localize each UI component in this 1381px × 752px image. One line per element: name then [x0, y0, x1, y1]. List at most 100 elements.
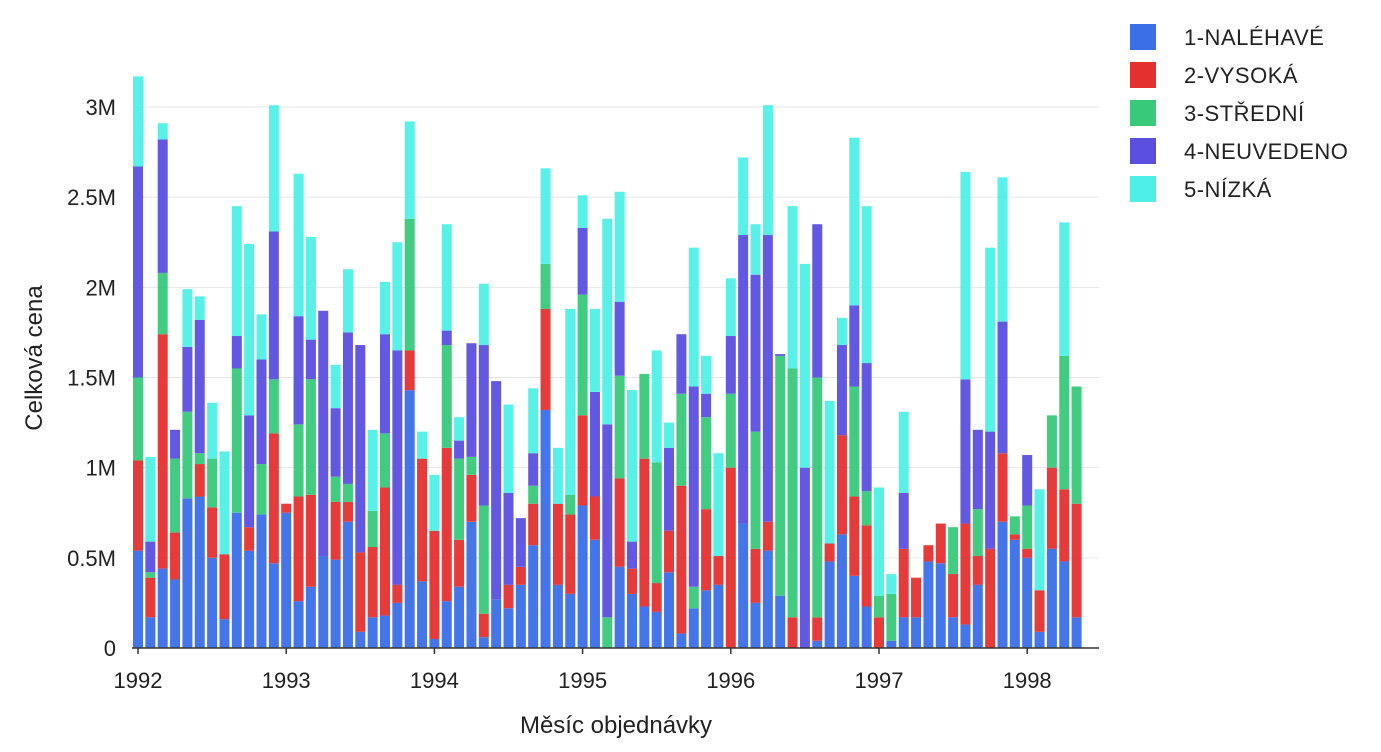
- bar-segment: [305, 339, 316, 380]
- bar-segment: [515, 518, 526, 567]
- bar-segment: [589, 391, 600, 497]
- bar-segment: [367, 617, 378, 648]
- bar-segment: [948, 617, 959, 648]
- bar-segment: [454, 417, 465, 441]
- bar-segment: [182, 289, 193, 347]
- bar-segment: [589, 539, 600, 648]
- bar-segment: [404, 350, 415, 391]
- bar-segment: [725, 393, 736, 468]
- bar-segment: [676, 334, 687, 394]
- bar-segment: [380, 433, 390, 488]
- bar-segment: [182, 346, 193, 412]
- bar-segment: [836, 317, 847, 346]
- bar-segment: [540, 263, 551, 309]
- bar-segment: [935, 563, 946, 648]
- bar-segment: [775, 355, 786, 596]
- bar-segment: [923, 545, 934, 562]
- bar-segment: [886, 574, 897, 594]
- legend-label: 2-VYSOKÁ: [1184, 63, 1298, 88]
- bar-segment: [170, 532, 181, 580]
- bar-segment: [157, 123, 168, 140]
- bar-segment: [972, 556, 983, 585]
- bar-segment: [960, 624, 971, 648]
- bars: [132, 76, 1099, 649]
- bar-segment: [812, 640, 823, 648]
- bar-segment: [787, 368, 798, 618]
- bar-segment: [602, 424, 613, 618]
- bar-segment: [688, 386, 699, 587]
- bar-segment: [874, 487, 884, 596]
- bar-segment: [157, 568, 168, 648]
- bar-segment: [787, 617, 798, 648]
- bar-segment: [367, 510, 378, 548]
- bar-segment: [997, 453, 1008, 522]
- bar-segment: [701, 393, 712, 418]
- legend-swatch: [1130, 176, 1156, 202]
- bar-segment: [664, 572, 675, 648]
- bar-segment: [330, 476, 341, 502]
- bar-segment: [182, 498, 193, 648]
- bar-segment: [330, 559, 341, 648]
- bar-segment: [589, 496, 600, 540]
- bar-segment: [552, 503, 563, 585]
- bar-segment: [824, 543, 835, 562]
- bar-segment: [1022, 557, 1033, 648]
- bar-segment: [651, 611, 662, 648]
- bar-segment: [836, 435, 847, 535]
- bar-segment: [281, 512, 292, 648]
- bar-segment: [540, 308, 551, 410]
- bar-segment: [231, 512, 242, 648]
- bar-segment: [528, 545, 539, 648]
- bar-segment: [738, 235, 749, 524]
- bar-segment: [293, 173, 304, 317]
- bar-segment: [145, 541, 156, 573]
- bar-segment: [738, 157, 749, 236]
- bar-segment: [478, 637, 489, 648]
- bar-segment: [750, 224, 761, 275]
- bar-segment: [392, 350, 403, 585]
- bar-segment: [750, 548, 761, 603]
- bar-segment: [133, 166, 143, 378]
- legend: 1-NALÉHAVÉ 2-VYSOKÁ 3-STŘEDNÍ 4-NEUVEDENO 5-…: [1130, 24, 1348, 202]
- bar-segment: [812, 377, 823, 618]
- bar-segment: [577, 415, 588, 506]
- bar-segment: [1009, 539, 1020, 648]
- bar-segment: [836, 345, 847, 436]
- bar-segment: [305, 494, 316, 587]
- bar-segment: [676, 393, 687, 486]
- bar-segment: [219, 619, 230, 648]
- legend-label: 3-STŘEDNÍ: [1184, 101, 1305, 126]
- bar-segment: [849, 575, 860, 648]
- bar-segment: [231, 206, 242, 337]
- bar-segment: [1059, 489, 1070, 562]
- bar-segment: [565, 494, 576, 515]
- bar-segment: [762, 105, 773, 236]
- bar-segment: [157, 139, 168, 273]
- bar-segment: [392, 584, 403, 603]
- bar-segment: [1034, 631, 1045, 648]
- bar-segment: [948, 527, 959, 575]
- bar-segment: [157, 334, 168, 569]
- legend-swatch: [1130, 100, 1156, 126]
- bar-segment: [664, 422, 675, 448]
- bar-segment: [355, 552, 366, 632]
- bar-segment: [886, 593, 897, 641]
- y-tick-label: 1M: [85, 456, 116, 481]
- bar-segment: [1046, 415, 1057, 468]
- bar-segment: [194, 496, 205, 648]
- bar-segment: [701, 590, 712, 648]
- bar-segment: [404, 121, 415, 219]
- bar-segment: [342, 332, 353, 484]
- bar-segment: [577, 294, 588, 416]
- x-tick-label: 1996: [706, 668, 755, 693]
- bar-segment: [688, 586, 699, 609]
- bar-segment: [429, 638, 440, 648]
- bar-segment: [701, 355, 712, 394]
- bar-segment: [861, 606, 872, 648]
- bar-segment: [515, 566, 526, 585]
- bar-segment: [627, 568, 637, 594]
- bar-segment: [577, 227, 588, 295]
- bar-segment: [725, 467, 736, 648]
- y-tick-label: 0.5M: [67, 546, 116, 571]
- bar-segment: [429, 530, 440, 639]
